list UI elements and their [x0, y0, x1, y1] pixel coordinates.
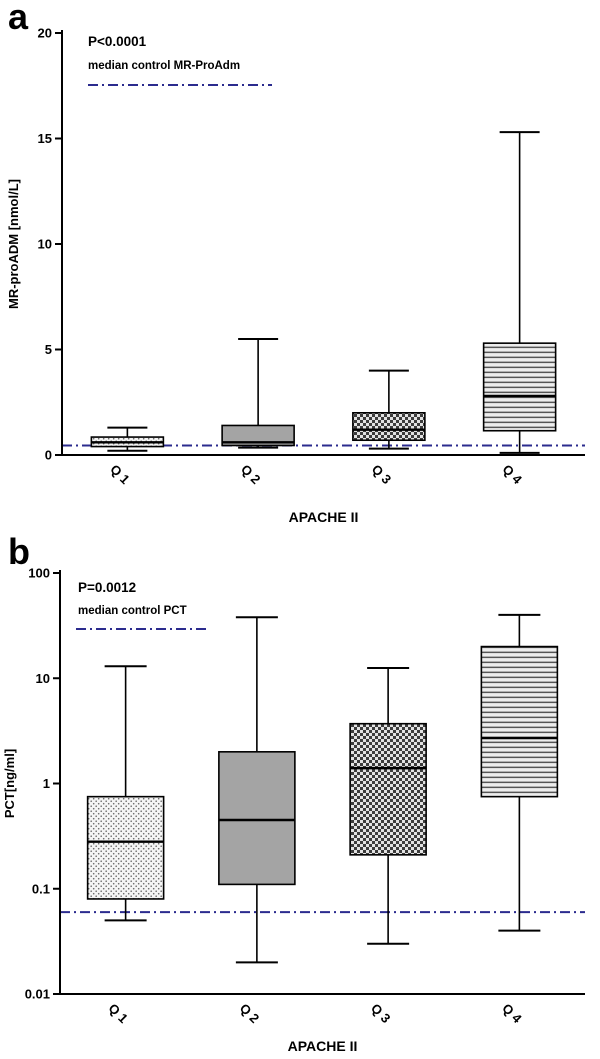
control-label-annotation: median control PCT: [78, 605, 187, 617]
x-tick-label: Q 4: [499, 1001, 525, 1027]
y-tick-label: 15: [38, 131, 52, 146]
x-tick-label: Q 2: [237, 1001, 262, 1026]
y-tick-label: 10: [36, 671, 50, 686]
x-tick-label: Q 3: [368, 1001, 393, 1026]
p-value-annotation: P<0.0001: [88, 34, 147, 49]
box-q4: [482, 131, 557, 454]
x-tick-label: Q 4: [500, 462, 526, 488]
panel-a: a 0 5 10 15 20 Q 1 Q 2 Q 3 Q 4 P<0.0001 median con…: [6, 0, 585, 525]
box-q2: [221, 337, 295, 449]
p-value-annotation: P=0.0012: [78, 580, 136, 595]
y-tick-label: 0.1: [32, 881, 50, 896]
y-tick-label: 20: [38, 26, 52, 41]
x-axis-title: APACHE II: [288, 1038, 358, 1054]
y-tick-label: 5: [45, 342, 52, 357]
panel-b: b 0.01 0.1 1 10 100 Q 1 Q 2 Q 3 Q 4 P=0.0012 media…: [0, 531, 600, 1059]
box-q1: [86, 665, 165, 922]
box-q2: [218, 616, 296, 964]
box-q3: [349, 667, 427, 945]
x-tick-label: Q 3: [369, 462, 394, 487]
y-tick-label: 0: [45, 448, 52, 463]
y-axis-title: MR-proADM [nmol/L]: [6, 179, 21, 309]
boxplot-pct: 0.01 0.1 1 10 100 Q 1 Q 2 Q 3 Q 4 P=0.0012 median …: [2, 566, 585, 1054]
y-tick-label: 0.01: [25, 987, 50, 1002]
x-tick-label: Q 1: [107, 462, 132, 487]
y-tick-label: 100: [28, 566, 50, 581]
control-label-annotation: median control MR-ProAdm: [88, 60, 240, 72]
y-axis-title: PCT[ng/ml]: [2, 749, 17, 818]
box-q4: [480, 613, 559, 932]
box-q3: [352, 369, 426, 450]
x-tick-label: Q 2: [238, 462, 263, 487]
panel-a-letter: a: [8, 0, 29, 37]
panel-b-letter: b: [8, 531, 30, 572]
y-tick-label: 1: [43, 776, 50, 791]
y-tick-label: 10: [38, 237, 52, 252]
box-q1: [90, 426, 165, 452]
x-axis-title: APACHE II: [289, 509, 359, 525]
boxplot-mr-proadm: 0 5 10 15 20 Q 1 Q 2 Q 3 Q 4 P<0.0001 median contr…: [6, 26, 585, 525]
x-tick-label: Q 1: [106, 1001, 131, 1026]
